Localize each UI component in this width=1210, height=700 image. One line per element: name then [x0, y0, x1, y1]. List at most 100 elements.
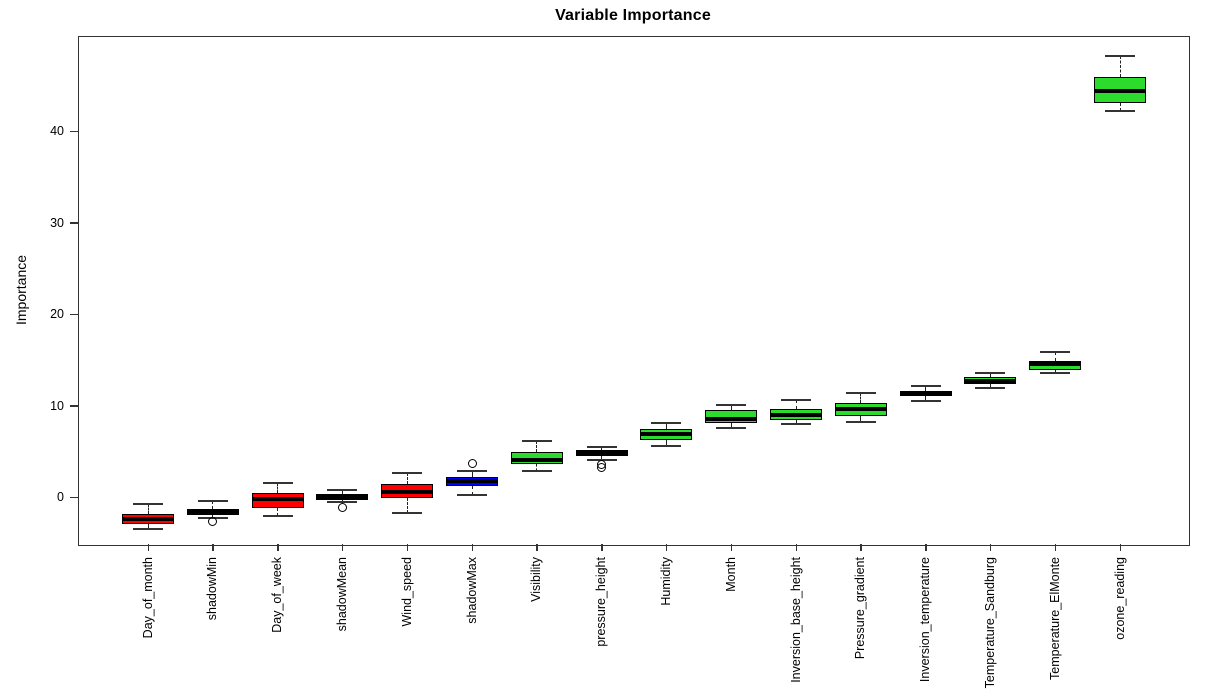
x-axis-label-Month: Month — [723, 557, 738, 592]
median-line — [122, 516, 174, 521]
x-tick — [601, 544, 603, 551]
whisker-lower — [730, 422, 732, 429]
whisker-cap-upper — [781, 399, 811, 401]
whisker-cap-lower — [716, 427, 747, 430]
median-line — [186, 509, 239, 514]
x-axis-label-Visibility: Visibility — [529, 557, 544, 602]
x-tick — [860, 544, 862, 551]
median-line — [899, 391, 952, 396]
whisker-cap-lower — [521, 470, 552, 473]
x-tick — [989, 544, 992, 551]
whisker-upper — [925, 386, 927, 391]
whisker-cap-lower — [651, 444, 682, 447]
outlier-point — [337, 502, 347, 512]
whisker-cap-lower — [1105, 109, 1135, 112]
x-axis-label-shadowMin: shadowMin — [205, 557, 220, 621]
whisker-lower — [860, 415, 862, 422]
whisker-cap-upper — [521, 440, 552, 443]
outlier-point — [467, 458, 477, 468]
whisker-upper — [406, 473, 408, 485]
whisker-cap-lower — [845, 420, 876, 423]
x-axis-label-Wind_speed: Wind_speed — [399, 557, 414, 627]
whisker-cap-upper — [392, 472, 423, 475]
whisker-lower — [277, 507, 279, 517]
whisker-upper — [795, 400, 797, 410]
whisker-cap-upper — [457, 470, 487, 473]
whisker-lower — [212, 515, 214, 519]
outlier-point — [597, 463, 607, 473]
y-tick — [70, 130, 78, 132]
x-tick — [1119, 544, 1121, 551]
whisker-upper — [1119, 55, 1121, 77]
x-tick — [1054, 544, 1057, 551]
x-axis-label-shadowMax: shadowMax — [464, 557, 479, 624]
whisker-cap-lower — [781, 422, 811, 425]
whisker-lower — [147, 523, 149, 530]
whisker-upper — [730, 404, 732, 411]
x-axis-label-ozone_reading: ozone_reading — [1112, 557, 1127, 640]
x-tick — [277, 544, 279, 551]
x-axis-label-pressure_height: pressure_height — [594, 557, 609, 647]
x-tick — [147, 544, 149, 551]
x-tick — [212, 544, 214, 551]
whisker-cap-lower — [262, 515, 293, 518]
y-tick — [70, 313, 78, 315]
whisker-lower — [471, 486, 473, 496]
whisker-cap-upper — [1105, 54, 1135, 57]
x-axis-label-Humidity: Humidity — [658, 557, 673, 606]
whisker-lower — [1119, 102, 1121, 111]
whisker-upper — [601, 446, 603, 451]
whisker-cap-upper — [910, 385, 941, 388]
x-tick — [536, 544, 538, 551]
whisker-upper — [860, 392, 862, 403]
whisker-lower — [665, 440, 667, 446]
whisker-cap-upper — [716, 403, 747, 406]
median-line — [1029, 362, 1082, 367]
whisker-upper — [341, 489, 343, 495]
whisker-lower — [406, 497, 408, 514]
x-tick — [730, 544, 733, 551]
x-tick — [665, 544, 668, 551]
median-line — [575, 451, 628, 456]
whisker-cap-upper — [651, 421, 682, 424]
y-tick — [70, 405, 78, 407]
whisker-cap-upper — [1040, 351, 1071, 354]
plot-frame — [78, 36, 1190, 546]
whisker-lower — [1054, 369, 1056, 373]
median-line — [705, 417, 758, 422]
whisker-lower — [989, 384, 991, 389]
x-axis-label-Temperature_Sandburg: Temperature_Sandburg — [982, 557, 997, 689]
whisker-cap-upper — [133, 503, 163, 506]
whisker-cap-lower — [1040, 371, 1071, 374]
median-line — [964, 378, 1017, 383]
median-line — [381, 490, 434, 495]
y-tick — [70, 222, 78, 224]
whisker-upper — [212, 500, 214, 509]
x-axis-label-Day_of_month: Day_of_month — [140, 557, 155, 639]
x-axis-label-Pressure_gradient: Pressure_gradient — [853, 557, 868, 660]
y-tick-label: 30 — [50, 215, 64, 230]
median-line — [316, 495, 369, 499]
x-axis-label-Temperature_ElMonte: Temperature_ElMonte — [1047, 557, 1062, 680]
x-tick — [341, 544, 344, 551]
whisker-upper — [989, 372, 991, 378]
median-line — [640, 431, 693, 436]
whisker-cap-lower — [910, 399, 941, 402]
median-line — [510, 458, 563, 463]
y-tick-label: 0 — [57, 490, 64, 504]
x-axis-label-shadowMean: shadowMean — [334, 557, 349, 632]
whisker-upper — [665, 422, 667, 430]
x-tick — [406, 544, 409, 551]
box-Visibility — [510, 452, 563, 465]
y-tick-label: 10 — [50, 398, 64, 413]
chart-title: Variable Importance — [555, 7, 711, 24]
whisker-lower — [795, 420, 797, 424]
whisker-cap-lower — [133, 528, 163, 531]
median-line — [770, 412, 822, 417]
median-line — [834, 407, 887, 412]
y-tick — [70, 496, 78, 498]
whisker-cap-upper — [845, 391, 876, 394]
whisker-upper — [277, 483, 279, 494]
y-tick-label: 40 — [50, 124, 64, 138]
